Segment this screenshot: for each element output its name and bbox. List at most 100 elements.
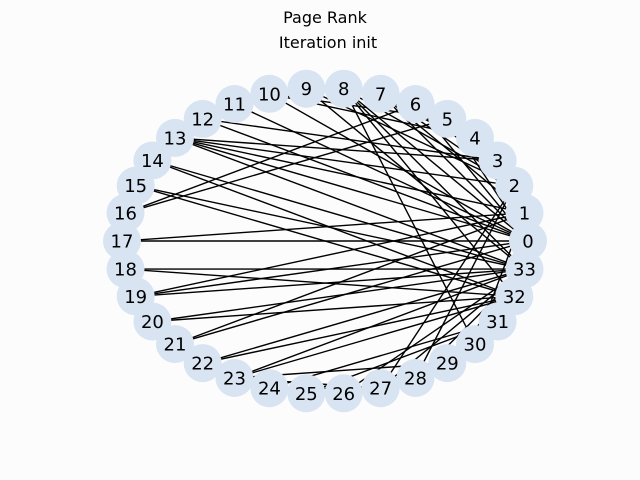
node-circle-11 (215, 85, 254, 123)
node-circle-5 (428, 99, 467, 138)
node-label-14: 14 (141, 151, 164, 172)
node-28: 28 (396, 359, 435, 397)
node-circle-25 (287, 374, 326, 413)
node-4: 4 (456, 118, 494, 157)
edge-20-32 (152, 295, 515, 323)
node-label-4: 4 (469, 128, 480, 149)
node-label-26: 26 (332, 384, 355, 405)
chart-subtitle: Iteration init (279, 33, 377, 52)
edge-2-27 (380, 185, 515, 389)
node-label-9: 9 (301, 79, 312, 100)
node-circle-26 (324, 374, 363, 413)
node-circle-27 (361, 369, 400, 408)
node-label-7: 7 (375, 84, 386, 105)
node-circle-10 (250, 74, 289, 113)
node-circle-7 (361, 74, 400, 113)
node-circle-28 (396, 359, 435, 397)
node-25: 25 (287, 374, 326, 413)
node-label-30: 30 (464, 335, 487, 356)
node-24: 24 (250, 369, 289, 408)
node-label-6: 6 (410, 95, 421, 116)
node-label-3: 3 (492, 151, 503, 172)
edge-5-16 (125, 118, 448, 214)
edge-2-13 (174, 137, 515, 187)
node-label-15: 15 (124, 176, 147, 197)
edge-1-13 (174, 137, 525, 214)
node-label-33: 33 (513, 260, 536, 281)
edge-6-16 (125, 103, 416, 214)
edge-3-13 (174, 137, 498, 162)
edge-18-32 (125, 268, 515, 297)
node-26: 26 (324, 374, 363, 413)
node-label-5: 5 (442, 109, 453, 130)
node-circle-23 (215, 359, 254, 397)
node-5: 5 (428, 99, 467, 138)
node-23: 23 (215, 359, 254, 397)
edge-23-32 (234, 295, 515, 379)
node-circle-33 (505, 250, 544, 289)
node-circle-16 (106, 193, 145, 232)
node-label-12: 12 (191, 109, 214, 130)
node-label-19: 19 (124, 287, 147, 308)
node-27: 27 (361, 369, 400, 408)
edge-19-33 (135, 268, 525, 297)
node-label-29: 29 (436, 354, 459, 375)
node-label-25: 25 (295, 384, 318, 405)
node-circle-17 (103, 222, 141, 260)
edge-20-33 (152, 268, 525, 323)
node-circle-8 (324, 69, 363, 108)
edge-14-33 (152, 159, 525, 270)
edge-8-33 (343, 88, 525, 270)
edge-22-33 (202, 268, 525, 364)
edge-13-33 (174, 137, 525, 270)
edge-1-19 (135, 212, 525, 297)
edge-9-33 (305, 88, 525, 270)
node-label-22: 22 (191, 354, 214, 375)
edge-3-12 (202, 118, 498, 162)
node-circle-4 (456, 118, 494, 157)
node-label-0: 0 (522, 232, 533, 253)
edge-1-17 (121, 212, 525, 242)
node-10: 10 (250, 74, 289, 113)
node-label-27: 27 (369, 379, 392, 400)
node-6: 6 (396, 85, 435, 123)
node-17: 17 (103, 222, 141, 260)
node-9: 9 (287, 69, 326, 108)
node-label-32: 32 (503, 287, 526, 308)
node-16: 16 (106, 193, 145, 232)
node-label-13: 13 (164, 128, 187, 149)
edge-0-21 (174, 240, 529, 345)
node-label-24: 24 (258, 379, 281, 400)
node-circle-22 (183, 344, 222, 383)
edge-8-30 (343, 88, 476, 345)
node-circle-24 (250, 369, 289, 408)
edge-23-33 (234, 268, 525, 379)
edge-0-11 (234, 103, 529, 242)
node-circle-9 (287, 69, 326, 108)
node-7: 7 (361, 74, 400, 113)
edge-15-32 (135, 185, 515, 297)
edge-0-10 (269, 93, 529, 242)
node-label-28: 28 (404, 369, 427, 390)
node-8: 8 (324, 69, 363, 108)
node-21: 21 (156, 325, 194, 364)
node-circle-6 (396, 85, 435, 123)
node-label-21: 21 (164, 335, 187, 356)
node-circle-12 (183, 99, 222, 138)
node-0: 0 (509, 222, 547, 260)
node-label-2: 2 (509, 176, 520, 197)
edge-0-12 (202, 118, 529, 242)
edge-1-21 (174, 212, 525, 345)
node-33: 33 (505, 250, 544, 289)
node-11: 11 (215, 85, 254, 123)
node-label-8: 8 (338, 79, 349, 100)
node-circle-21 (156, 325, 194, 364)
node-label-16: 16 (114, 203, 137, 224)
edge-0-8 (343, 88, 529, 242)
node-circle-29 (428, 344, 467, 383)
node-label-10: 10 (258, 84, 281, 105)
edge-15-33 (135, 185, 525, 270)
node-label-23: 23 (223, 369, 246, 390)
chart-title: Page Rank (283, 8, 368, 27)
